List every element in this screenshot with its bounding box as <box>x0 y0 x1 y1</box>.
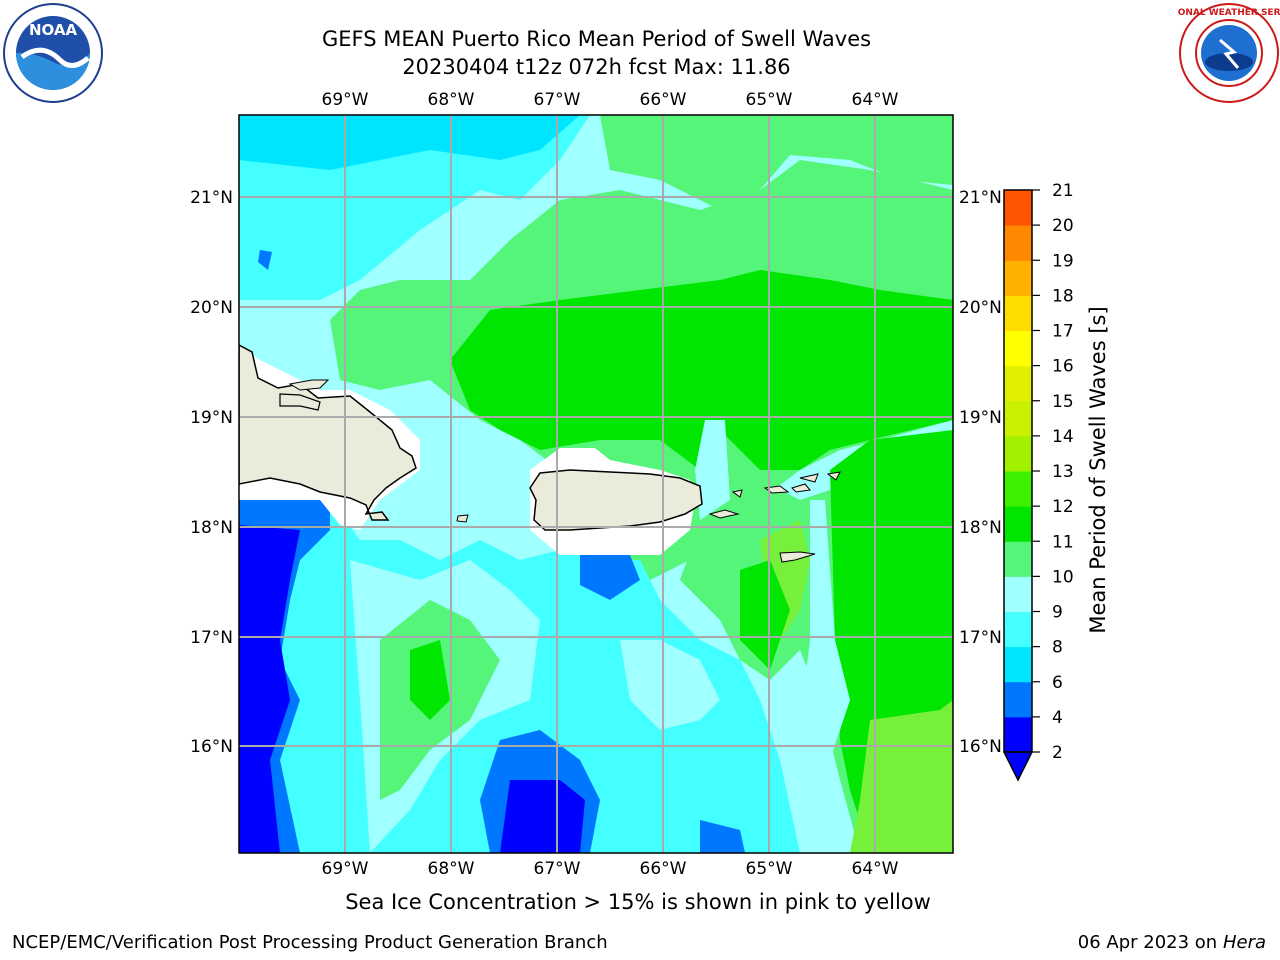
colorbar-tick-label: 8 <box>1052 638 1063 658</box>
colorbar-bin <box>1004 365 1032 402</box>
colorbar-bin <box>1004 611 1032 648</box>
lon-label: 66°W <box>640 859 687 879</box>
colorbar-bin <box>1004 576 1032 612</box>
footer-host: Hera <box>1222 932 1266 953</box>
lat-labels-left: 21°N 20°N 19°N 18°N 17°N 16°N <box>190 188 233 757</box>
colorbar-bin <box>1004 646 1032 683</box>
footer-credit: NCEP/EMC/Verification Post Processing Pr… <box>12 932 608 953</box>
lat-label: 17°N <box>959 628 1002 648</box>
colorbar-tick-label: 9 <box>1052 603 1063 623</box>
colorbar-tick-label: 20 <box>1052 216 1074 236</box>
lon-label: 69°W <box>322 859 369 879</box>
svg-text:NOAA: NOAA <box>29 21 78 39</box>
lat-label: 20°N <box>190 298 233 318</box>
colorbar-bin <box>1004 295 1032 331</box>
lon-label: 65°W <box>746 90 793 110</box>
colorbar-label: Mean Period of Swell Waves [s] <box>1086 306 1110 633</box>
swell-period-field <box>239 115 953 853</box>
footer-date-text: 06 Apr 2023 on <box>1077 932 1218 953</box>
lon-labels-bottom: 69°W 68°W 67°W 66°W 65°W 64°W <box>322 859 899 879</box>
lon-label: 64°W <box>852 859 899 879</box>
colorbar-bin <box>1004 330 1032 367</box>
chart-title-line1: GEFS MEAN Puerto Rico Mean Period of Swe… <box>321 27 872 51</box>
colorbar-bin <box>1004 190 1032 226</box>
lat-label: 18°N <box>190 518 233 538</box>
chart-title-line2: 20230404 t12z 072h fcst Max: 11.86 <box>402 55 791 79</box>
colorbar-bin <box>1004 471 1032 507</box>
colorbar-bin <box>1004 506 1032 542</box>
lat-label: 18°N <box>959 518 1002 538</box>
colorbar-tick-label: 13 <box>1052 462 1074 482</box>
lon-labels-top: 69°W 68°W 67°W 66°W 65°W 64°W <box>322 90 899 110</box>
colorbar-bin <box>1004 400 1032 437</box>
lon-label: 67°W <box>534 90 581 110</box>
lon-label: 64°W <box>852 90 899 110</box>
colorbar-bin <box>1004 716 1032 753</box>
svg-text:NATIONAL WEATHER SERVICE: NATIONAL WEATHER SERVICE <box>1178 8 1280 18</box>
colorbar-tick-label: 15 <box>1052 392 1074 412</box>
colorbar-bin <box>1004 435 1032 472</box>
footer-date: 06 Apr 2023 on Hera <box>1078 932 1266 953</box>
colorbar-tick-label: 11 <box>1052 532 1074 552</box>
map-frame <box>238 114 954 854</box>
colorbar-tick-label: 14 <box>1052 427 1074 447</box>
lon-label: 68°W <box>428 859 475 879</box>
lat-label: 21°N <box>959 188 1002 208</box>
noaa-logo: NOAA <box>3 3 103 103</box>
lat-label: 21°N <box>190 188 233 208</box>
lat-labels-right: 21°N 20°N 19°N 18°N 17°N 16°N <box>959 188 1002 757</box>
colorbar-bin <box>1004 541 1032 577</box>
lon-label: 68°W <box>428 90 475 110</box>
lon-label: 66°W <box>640 90 687 110</box>
lat-label: 17°N <box>190 628 233 648</box>
lat-label: 16°N <box>190 737 233 757</box>
colorbar-tick-label: 16 <box>1052 357 1074 377</box>
colorbar-tick-label: 19 <box>1052 251 1074 271</box>
lon-label: 67°W <box>534 859 581 879</box>
nws-logo: NATIONAL WEATHER SERVICE <box>1178 3 1280 103</box>
sea-ice-note: Sea Ice Concentration > 15% is shown in … <box>345 890 931 914</box>
colorbar-tick-label: 4 <box>1052 708 1063 728</box>
colorbar-tick-label: 21 <box>1052 181 1074 201</box>
lon-label: 69°W <box>322 90 369 110</box>
colorbar-tick-label: 18 <box>1052 286 1074 306</box>
lon-label: 65°W <box>746 859 793 879</box>
graticule <box>239 115 953 853</box>
lat-label: 16°N <box>959 737 1002 757</box>
colorbar-tick-label: 17 <box>1052 322 1074 342</box>
colorbar-tick-label: 10 <box>1052 567 1074 587</box>
colorbar: 21 20 19 18 17 16 15 14 13 12 11 10 9 8 6 4 2 <box>1002 181 1074 782</box>
colorbar-tick-label: 12 <box>1052 497 1074 517</box>
colorbar-tick-label: 2 <box>1052 743 1063 763</box>
colorbar-bin <box>1004 225 1032 261</box>
lat-label: 20°N <box>959 298 1002 318</box>
colorbar-bin <box>1004 681 1032 718</box>
colorbar-bin <box>1004 260 1032 296</box>
colorbar-extend-arrow <box>1002 751 1034 782</box>
lat-label: 19°N <box>190 408 233 428</box>
colorbar-tick-label: 6 <box>1052 673 1063 693</box>
lat-label: 19°N <box>959 408 1002 428</box>
